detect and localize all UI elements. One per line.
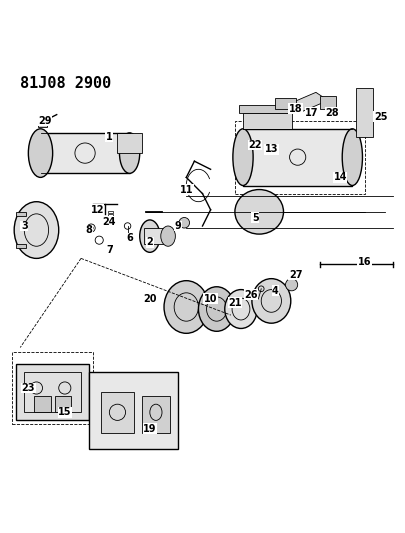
Ellipse shape [179,217,190,228]
Bar [108,217,113,220]
Bar [320,96,336,109]
Bar [239,104,296,112]
Text: 27: 27 [289,270,303,280]
Text: 2: 2 [147,237,153,247]
Text: 20: 20 [143,294,157,304]
Text: 8: 8 [86,225,92,235]
Text: 29: 29 [38,116,51,126]
Bar [108,220,113,223]
Text: 13: 13 [264,144,278,154]
Bar [89,372,178,449]
Text: 6: 6 [126,233,133,243]
Text: 21: 21 [228,298,242,308]
Bar [24,372,81,413]
Text: 16: 16 [358,257,371,268]
Bar [117,133,142,153]
Bar [275,99,296,109]
Ellipse shape [161,226,175,246]
Text: 12: 12 [90,205,104,215]
Text: 22: 22 [248,140,262,150]
Text: 11: 11 [179,184,193,195]
Text: 4: 4 [272,286,279,296]
Bar [108,214,113,216]
Text: 14: 14 [333,172,347,182]
Bar [101,392,134,433]
Ellipse shape [286,279,298,291]
Bar [356,88,373,137]
Bar [243,129,352,185]
Bar [108,223,113,226]
Bar [16,244,26,248]
Text: 23: 23 [21,383,35,393]
Text: 26: 26 [244,290,258,300]
Text: 1: 1 [106,132,113,142]
Ellipse shape [342,129,362,185]
Text: 15: 15 [58,407,72,417]
Bar [55,396,71,413]
Bar [16,212,26,216]
Ellipse shape [14,201,59,259]
Ellipse shape [233,129,253,185]
Bar [144,228,168,244]
Text: 5: 5 [252,213,258,223]
Bar [108,211,113,213]
Text: 19: 19 [143,424,157,433]
Bar [40,133,130,173]
Ellipse shape [235,190,284,234]
Bar [16,364,89,421]
Text: 28: 28 [325,108,339,118]
Ellipse shape [252,279,291,323]
Text: 9: 9 [175,221,181,231]
Bar [12,352,93,424]
Ellipse shape [28,129,53,177]
Bar [142,396,170,433]
Ellipse shape [198,287,235,332]
Ellipse shape [140,220,160,252]
Bar [243,112,292,129]
Text: 81J08 2900: 81J08 2900 [20,76,111,91]
Text: 17: 17 [305,108,319,118]
Text: 10: 10 [204,294,217,304]
Ellipse shape [225,289,257,328]
Text: 18: 18 [289,103,303,114]
Ellipse shape [119,133,140,173]
Bar [235,120,364,193]
Text: 7: 7 [106,245,113,255]
Text: 25: 25 [374,111,388,122]
Ellipse shape [164,281,209,333]
Text: 24: 24 [102,217,116,227]
Bar [38,122,47,127]
Bar [34,396,51,413]
Text: 3: 3 [21,221,28,231]
Polygon shape [288,92,328,112]
